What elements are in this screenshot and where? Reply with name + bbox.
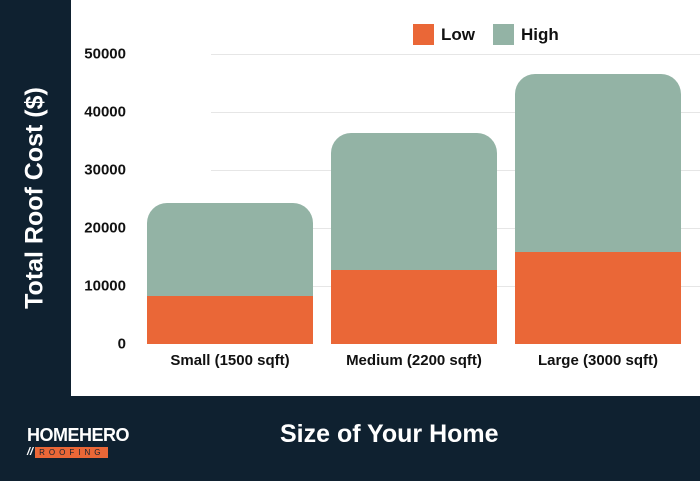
logo-subline: // ROOFING [27,446,129,458]
logo-slashes-icon: // [27,446,34,458]
bar-segment-low [147,296,313,344]
gridline [211,112,700,113]
bar-medium [331,133,497,344]
x-tick: Medium (2200 sqft) [346,352,482,369]
bar-large [515,74,681,344]
y-tick: 40000 [84,103,126,121]
legend: Low High [413,24,569,45]
legend-label-low: Low [441,24,475,44]
y-axis-title: Total Roof Cost ($) [20,87,49,309]
x-tick: Small (1500 sqft) [170,352,290,369]
y-tick: 20000 [84,219,126,237]
bar-segment-low [331,270,497,344]
bar-segment-high [331,133,497,270]
legend-item-low: Low [413,24,475,45]
y-tick: 0 [117,335,126,353]
legend-swatch-low [413,24,434,45]
y-tick: 10000 [84,277,126,295]
y-tick: 50000 [84,45,126,63]
gridline [211,54,700,55]
brand-logo: HOMEHERO // ROOFING [27,425,130,458]
legend-item-high: High [493,24,559,45]
legend-label-high: High [521,24,559,44]
bar-small [147,203,313,344]
logo-wordmark: HOMEHERO [27,425,130,445]
plot-area: Low High 50000 40000 30000 20000 10000 0… [71,0,700,396]
bar-segment-low [515,252,681,344]
x-tick: Large (3000 sqft) [537,352,659,369]
bar-segment-high [147,203,313,296]
y-tick: 30000 [84,161,126,179]
bar-segment-high [515,74,681,252]
x-axis-title: Size of Your Home [280,420,499,448]
logo-roofing-tag: ROOFING [35,446,109,458]
legend-swatch-high [493,24,514,45]
